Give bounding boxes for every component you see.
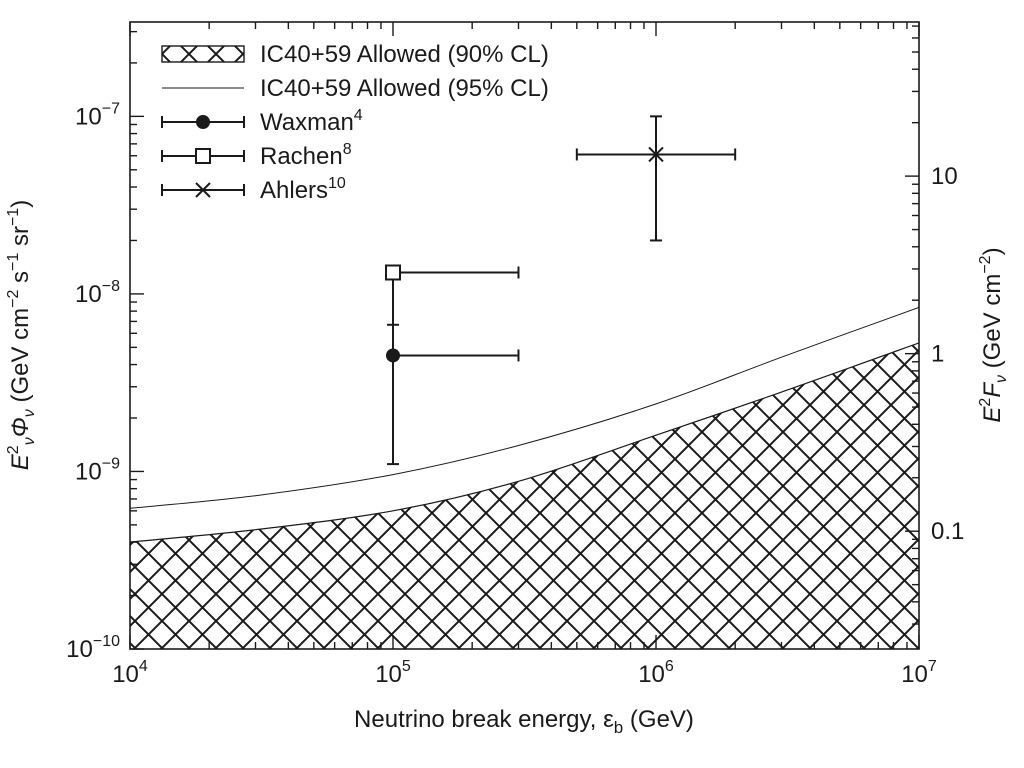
legend-item-3: Waxman4 <box>161 107 363 136</box>
y-axis-title: E2νΦν (GeV cm−2 s−1 sr−1) <box>5 200 38 470</box>
legend-label: IC40+59 Allowed (90% CL) <box>260 41 549 68</box>
series-90cl-area <box>130 342 919 649</box>
x-axis-title: Neutrino break energy, εb (GeV) <box>354 706 694 737</box>
legend-item-5: Ahlers10 <box>161 175 346 204</box>
y2-tick-label: 0.1 <box>931 518 964 545</box>
legend-swatch-marker <box>195 148 211 164</box>
y-tick-label: 10−9 <box>75 455 120 485</box>
legend-swatch-hatched <box>161 45 245 63</box>
y2-axis-title: E2Fν (GeV cm−2) <box>977 247 1010 422</box>
legend-item-2: IC40+59 Allowed (95% CL) <box>162 75 549 102</box>
series-95cl-line <box>130 306 919 509</box>
x-tick-label: 106 <box>638 658 674 688</box>
series-rachen <box>385 264 520 326</box>
x-tick-label: 105 <box>375 658 411 688</box>
y2-tick-label: 1 <box>931 341 944 368</box>
legend-label: Rachen8 <box>260 141 352 170</box>
legend-label: Waxman4 <box>260 107 363 136</box>
legend-item-1: IC40+59 Allowed (90% CL) <box>161 41 549 68</box>
ahlers-marker <box>648 146 664 163</box>
legend-swatch-marker <box>195 182 211 198</box>
legend-item-4: Rachen8 <box>161 141 352 170</box>
rachen-marker <box>385 264 401 281</box>
series-waxman <box>386 266 520 466</box>
legend-label: IC40+59 Allowed (95% CL) <box>260 75 549 102</box>
plot-frame <box>129 21 920 650</box>
y-tick-label: 10−10 <box>66 633 120 663</box>
series-90cl-boundary <box>130 342 919 543</box>
legend: IC40+59 Allowed (90% CL) IC40+59 Allowed … <box>161 41 549 204</box>
legend-swatch-marker <box>196 115 210 129</box>
x-tick-label: 104 <box>112 658 148 688</box>
axes: 104 105 106 107 10−10 10−9 10−8 10−7 0.1 1 10 <box>66 21 964 688</box>
y2-tick-label: 10 <box>931 163 958 190</box>
legend-label: Ahlers10 <box>260 175 346 204</box>
series-ahlers <box>575 115 737 242</box>
x-tick-label: 107 <box>901 658 937 688</box>
plot-area <box>130 115 919 649</box>
waxman-marker <box>386 348 400 363</box>
y-tick-label: 10−8 <box>75 278 120 308</box>
plot-clip-group <box>130 306 919 649</box>
y-tick-label: 10−7 <box>75 100 120 130</box>
